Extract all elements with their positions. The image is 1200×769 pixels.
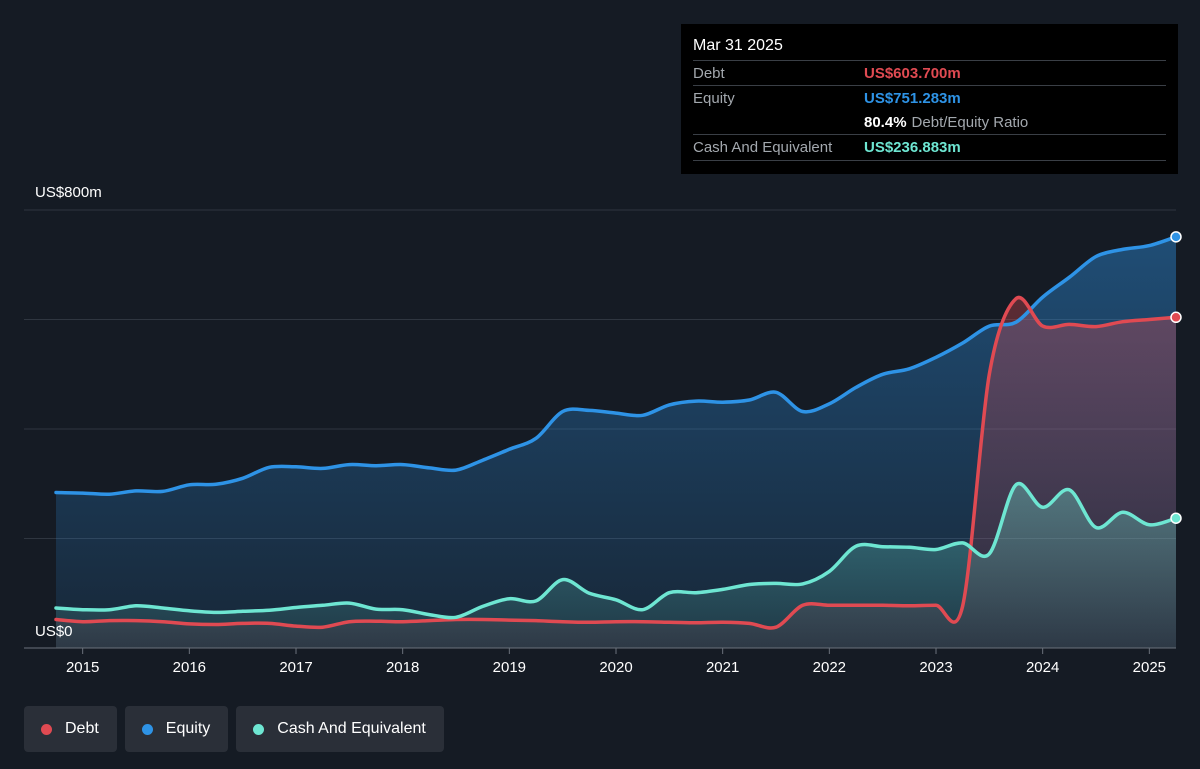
tooltip-date: Mar 31 2025 [693,37,783,54]
x-tick-label: 2021 [706,659,739,676]
axes: 2015 2016 2017 2018 2019 2020 2021 2022 2023 2024… [24,647,1176,676]
tooltip-cash-value: US$236.883m [864,138,961,156]
legend-equity-label: Equity [165,720,211,737]
tooltip-bottom-divider [693,160,1166,161]
tooltip-ratio-label: Debt/Equity Ratio [911,113,1029,131]
x-tick-label: 2022 [813,659,846,676]
tooltip-equity-label: Equity [693,89,735,107]
legend-item-debt[interactable]: Debt [24,706,117,752]
x-tick-label: 2018 [386,659,419,676]
tooltip-ratio-value: 80.4% [864,113,907,131]
tooltip-equity-row: Equity US$751.283m [693,85,1166,110]
y-axis-label-bottom: US$0 [35,623,73,640]
series-areas [56,236,1176,649]
tooltip-debt-row: Debt US$603.700m [693,60,1166,85]
x-tick-label: 2020 [599,659,632,676]
x-tick-label: 2015 [66,659,99,676]
debt-line [54,295,1178,630]
x-tick-label: 2024 [1026,659,1059,676]
legend-debt-label: Debt [65,720,99,737]
legend-cash-label: Cash And Equivalent [277,720,426,737]
tooltip-debt-label: Debt [693,64,725,82]
tooltip-cash-row: Cash And Equivalent US$236.883m [693,134,1166,159]
cash-end-point[interactable] [1170,512,1182,524]
x-tick-label: 2019 [493,659,526,676]
y-axis-label-top: US$800m [35,184,102,201]
x-tick-label: 2025 [1133,659,1166,676]
x-tick-label: 2016 [173,659,206,676]
data-tooltip: Mar 31 2025 Debt US$603.700m Equity US$7… [681,24,1178,174]
series-lines [54,235,1178,630]
legend-cash-dot-icon [253,723,265,735]
x-tick-label: 2017 [279,659,312,676]
legend-debt-dot-icon [41,723,52,735]
legend-equity-dot-icon [141,723,153,735]
tooltip-cash-label: Cash And Equivalent [693,138,833,156]
tooltip-debt-value: US$603.700m [864,64,961,82]
cash-line [54,481,1178,620]
legend-item-cash[interactable]: Cash And Equivalent [236,706,444,752]
tooltip-equity-value: US$751.283m [864,89,961,107]
tooltip-ratio-row: 80.4% Debt/Equity Ratio [693,110,1166,134]
equity-end-point[interactable] [1170,231,1182,243]
debt-end-point[interactable] [1170,311,1182,324]
chart-legend: Debt Equity Cash And Equivalent [24,706,444,752]
equity-line [54,235,1178,496]
series-end-markers [1170,231,1182,524]
legend-item-equity[interactable]: Equity [124,706,229,752]
x-tick-label: 2023 [919,659,952,676]
